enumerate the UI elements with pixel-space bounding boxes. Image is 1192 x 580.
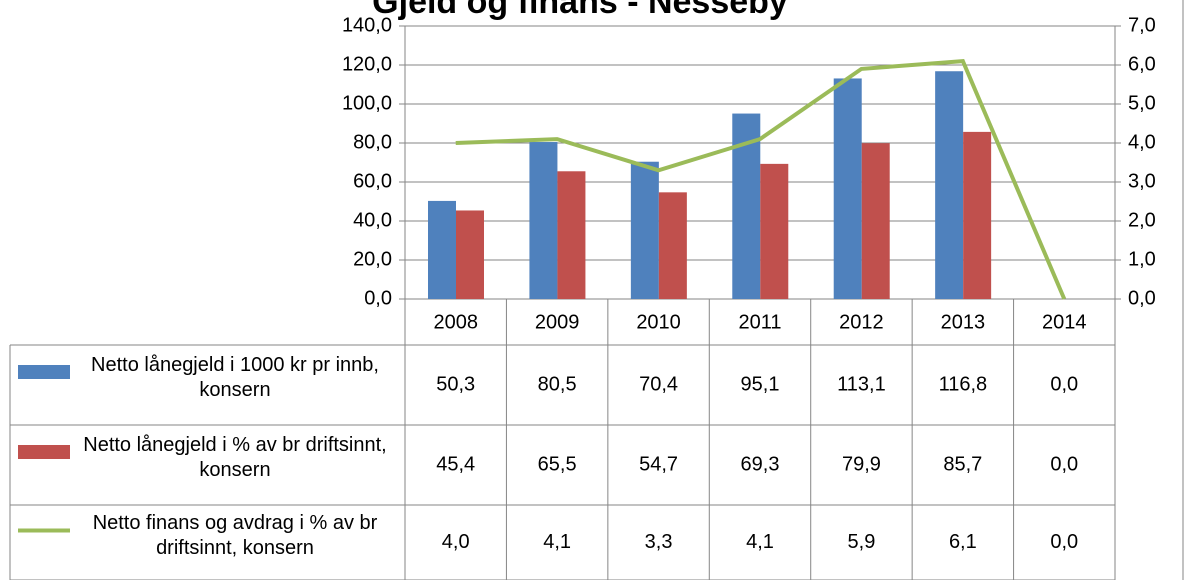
legend-marker (18, 365, 70, 379)
table-value: 113,1 (837, 373, 886, 395)
table-value: 70,4 (639, 373, 678, 395)
x-tick-label: 2011 (738, 311, 781, 333)
table-value: 3,3 (645, 531, 673, 553)
y-tick-label: 40,0 (353, 209, 392, 231)
table-value: 95,1 (741, 373, 780, 395)
table-value: 69,3 (741, 453, 780, 475)
y2-tick-label: 7,0 (1128, 14, 1156, 36)
legend-label: Netto lånegjeld i 1000 kr pr innb, konse… (91, 354, 379, 401)
table-value: 4,1 (746, 531, 774, 553)
table-value: 0,0 (1050, 453, 1078, 475)
bar (529, 142, 558, 299)
table-value: 45,4 (436, 453, 475, 475)
bar (963, 131, 992, 299)
bar (630, 161, 659, 299)
table-value: 50,3 (436, 373, 475, 395)
table-value: 116,8 (939, 373, 988, 395)
y2-tick-label: 0,0 (1128, 287, 1156, 309)
bar (456, 210, 484, 299)
x-tick-label: 2008 (433, 311, 478, 333)
y-tick-label: 20,0 (353, 248, 392, 270)
y2-tick-label: 4,0 (1128, 131, 1156, 153)
legend-label: Netto finans og avdrag i % av br driftsi… (92, 511, 378, 559)
table-value: 54,7 (639, 453, 678, 475)
bar (557, 171, 586, 299)
line-series (455, 58, 1067, 300)
table-value: 85,7 (943, 453, 982, 475)
bar (935, 71, 964, 300)
y-tick-label: 80,0 (353, 131, 392, 153)
y-tick-label: 140,0 (342, 14, 392, 36)
y2-tick-label: 2,0 (1128, 209, 1156, 231)
y-tick-label: 0,0 (364, 287, 392, 309)
y2-tick-label: 3,0 (1128, 170, 1156, 192)
y-tick-label: 60,0 (353, 170, 392, 192)
table-value: 0,0 (1050, 531, 1078, 553)
bar (760, 163, 789, 299)
y2-tick-label: 6,0 (1128, 53, 1156, 75)
x-tick-label: 2009 (535, 311, 580, 333)
y-tick-label: 120,0 (342, 53, 392, 75)
table-value: 4,0 (442, 531, 470, 553)
x-tick-label: 2013 (941, 311, 986, 333)
legend-label: Netto lånegjeld i % av br driftsinnt, ko… (83, 434, 387, 481)
table-value: 0,0 (1050, 373, 1078, 395)
table-value: 79,9 (842, 453, 881, 475)
bar (861, 143, 890, 299)
x-tick-label: 2012 (839, 311, 884, 333)
table-value: 5,9 (848, 531, 876, 553)
y2-tick-label: 1,0 (1128, 248, 1156, 270)
bar (833, 78, 862, 299)
table-value: 65,5 (538, 453, 577, 475)
x-tick-label: 2010 (636, 311, 681, 333)
table-value: 6,1 (949, 531, 977, 553)
table-value: 80,5 (538, 373, 577, 395)
y-tick-label: 100,0 (342, 92, 392, 114)
bar (658, 192, 687, 299)
x-tick-label: 2014 (1042, 311, 1087, 333)
chart-title: Gjeld og finans - Nesseby (372, 0, 788, 21)
table-value: 4,1 (543, 531, 571, 553)
bar (428, 200, 456, 299)
y2-tick-label: 5,0 (1128, 92, 1156, 114)
legend-marker (18, 445, 70, 459)
